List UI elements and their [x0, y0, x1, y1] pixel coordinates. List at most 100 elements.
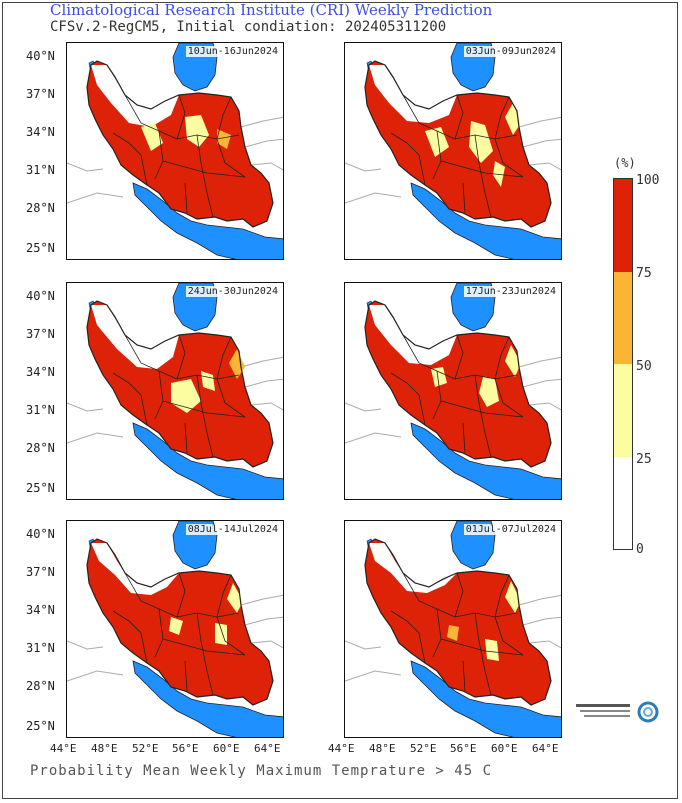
probability-field-low	[369, 305, 457, 365]
probability-field-mid	[217, 129, 231, 149]
legend-unit: (%)	[614, 156, 636, 170]
y-tick-label: 37°N	[26, 565, 55, 579]
province-border	[494, 378, 524, 418]
iran-outline	[86, 300, 274, 468]
neighbor-border	[528, 162, 561, 171]
probability-field-low	[369, 65, 457, 123]
y-tick-label: 25°N	[26, 719, 55, 733]
province-border	[440, 400, 524, 418]
y-tick-label: 31°N	[26, 641, 55, 655]
province-border	[216, 378, 246, 418]
iran-map	[67, 521, 283, 737]
neighbor-border	[345, 192, 402, 204]
persian-gulf	[132, 422, 283, 499]
x-tick-label: 44°E	[328, 742, 355, 755]
province-border	[216, 574, 232, 618]
probability-field-low	[227, 583, 243, 613]
y-tick-label: 37°N	[26, 327, 55, 341]
probability-field-low	[171, 379, 201, 413]
province-border	[454, 374, 518, 380]
panel-date-label: 01Jul-07Jul2024	[463, 524, 558, 535]
province-border	[454, 334, 464, 380]
province-border	[184, 660, 188, 692]
iran-map	[345, 521, 561, 737]
y-tick-label: 34°N	[26, 365, 55, 379]
province-border	[112, 372, 148, 426]
x-tick-label: 52°E	[410, 742, 437, 755]
neighbor-border	[240, 116, 283, 128]
probability-field-low	[91, 305, 179, 369]
neighbor-border	[250, 402, 283, 411]
neighbor-border	[518, 356, 561, 368]
province-border	[390, 610, 426, 664]
province-border	[390, 132, 426, 186]
y-tick-label: 31°N	[26, 163, 55, 177]
province-border	[454, 572, 464, 618]
probability-field-low	[505, 345, 521, 377]
y-tick-label: 28°N	[26, 201, 55, 215]
neighbor-border	[250, 162, 283, 171]
legend-tick: 100	[636, 173, 660, 188]
neighbor-border	[528, 640, 561, 649]
legend-tick: 25	[636, 452, 652, 467]
neighbor-border	[244, 378, 283, 388]
y-tick-label: 40°N	[26, 527, 55, 541]
y-tick-label: 28°N	[26, 679, 55, 693]
province-border	[176, 334, 186, 380]
probability-field-low	[169, 617, 183, 635]
x-tick-label: 48°E	[369, 742, 396, 755]
probability-field-low	[505, 581, 521, 613]
x-tick-label: 56°E	[450, 742, 477, 755]
province-border	[196, 612, 214, 696]
iran-outline	[86, 538, 274, 706]
neighbor-border	[67, 670, 124, 682]
neighbor-border	[522, 616, 561, 626]
y-tick-label: 25°N	[26, 241, 55, 255]
province-border	[454, 612, 518, 618]
neighbor-border	[67, 640, 104, 650]
y-tick-label: 40°N	[26, 49, 55, 63]
province-border	[184, 422, 188, 454]
iran-map	[345, 43, 561, 259]
province-border	[176, 612, 240, 618]
probability-field-low	[479, 377, 499, 407]
province-border	[176, 94, 186, 140]
province-border	[454, 94, 464, 140]
x-tick-label: 52°E	[132, 742, 159, 755]
neighbor-border	[244, 616, 283, 626]
persian-gulf	[132, 182, 283, 259]
neighbor-border	[240, 594, 283, 606]
panel-date-label: 24Jun-30Jun2024	[185, 286, 280, 297]
province-border	[474, 612, 492, 696]
neighbor-border	[522, 138, 561, 148]
panel-date-label: 08Jul-14Jul2024	[185, 524, 280, 535]
province-border	[494, 96, 510, 140]
map-panel-1: 10Jun-16Jun2024	[66, 42, 284, 260]
y-tick-label: 31°N	[26, 403, 55, 417]
neighbor-border	[518, 116, 561, 128]
province-border	[474, 134, 492, 218]
legend-seg-50-75	[614, 271, 632, 364]
map-panel-6: 01Jul-07Jul2024	[344, 520, 562, 738]
persian-gulf	[410, 422, 561, 499]
institute-logo-icon	[576, 701, 659, 723]
neighbor-border	[528, 402, 561, 411]
legend-tick: 50	[636, 359, 652, 374]
panel-date-label: 17Jun-23Jun2024	[463, 286, 558, 297]
province-border	[462, 422, 466, 454]
probability-field-mid	[447, 625, 459, 641]
province-border	[124, 572, 178, 618]
figure-title: Climatological Research Institute (CRI) …	[50, 1, 493, 19]
iran-map	[67, 283, 283, 499]
x-tick-label: 56°E	[172, 742, 199, 755]
neighbor-border	[518, 594, 561, 606]
province-border	[494, 616, 524, 656]
province-border	[462, 660, 466, 692]
figure-subtitle: CFSv.2-RegCM5, Initial condiation: 20240…	[50, 19, 447, 35]
figure-footer: Probability Mean Weekly Maximum Tempratu…	[30, 763, 493, 779]
province-border	[162, 638, 246, 656]
province-border	[402, 334, 456, 380]
province-border	[176, 134, 240, 140]
panel-date-label: 03Jun-09Jun2024	[463, 46, 558, 57]
province-border	[454, 134, 518, 140]
